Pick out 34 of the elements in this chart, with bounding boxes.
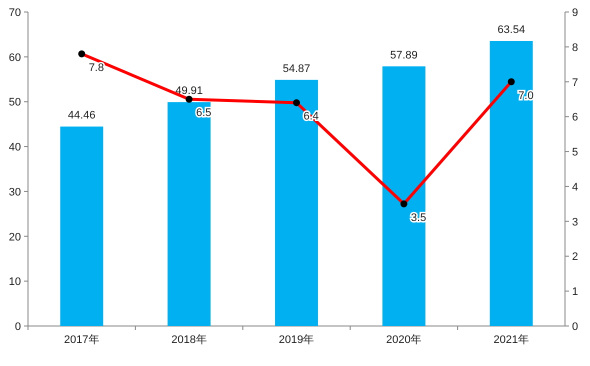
bar — [275, 80, 318, 326]
y-tick-label: 0 — [14, 321, 21, 333]
x-tick-label: 2021年 — [494, 334, 530, 346]
y2-tick-label: 6 — [572, 112, 578, 124]
data-label: 44.46 — [68, 110, 96, 122]
x-tick-label: 2018年 — [171, 334, 207, 346]
data-label: 49.91 — [175, 85, 203, 98]
y-tick-label: 60 — [8, 52, 21, 64]
y2-tick-label: 4 — [572, 181, 578, 194]
x-tick-label: 2019年 — [278, 334, 314, 346]
y-tick-label: 50 — [8, 96, 21, 109]
bar — [490, 40, 533, 326]
y-tick-label: 10 — [8, 276, 21, 288]
data-label: 54.87 — [282, 62, 310, 75]
y2-tick-label: 0 — [572, 321, 578, 333]
y-tick-label: 30 — [8, 186, 21, 198]
y2-tick-label: 5 — [572, 146, 578, 159]
y-tick-label: 70 — [8, 7, 21, 19]
y2-tick-label: 1 — [572, 286, 578, 298]
bar — [382, 66, 426, 326]
bar — [168, 102, 211, 326]
y-tick-label: 20 — [8, 231, 21, 244]
y2-tick-label: 3 — [572, 216, 578, 228]
x-tick-label: 2020年 — [386, 334, 422, 346]
data-label: 63.54 — [498, 24, 526, 36]
data-label: 57.89 — [390, 49, 418, 62]
bar — [60, 126, 104, 326]
y2-tick-label: 9 — [572, 7, 578, 19]
x-tick-label: 2017年 — [64, 334, 100, 346]
y2-tick-label: 7 — [572, 76, 578, 89]
data-label: 7.8 — [88, 62, 104, 74]
y-tick-label: 40 — [8, 142, 21, 154]
y2-tick-label: 8 — [572, 42, 578, 54]
y2-tick-label: 2 — [572, 251, 578, 264]
